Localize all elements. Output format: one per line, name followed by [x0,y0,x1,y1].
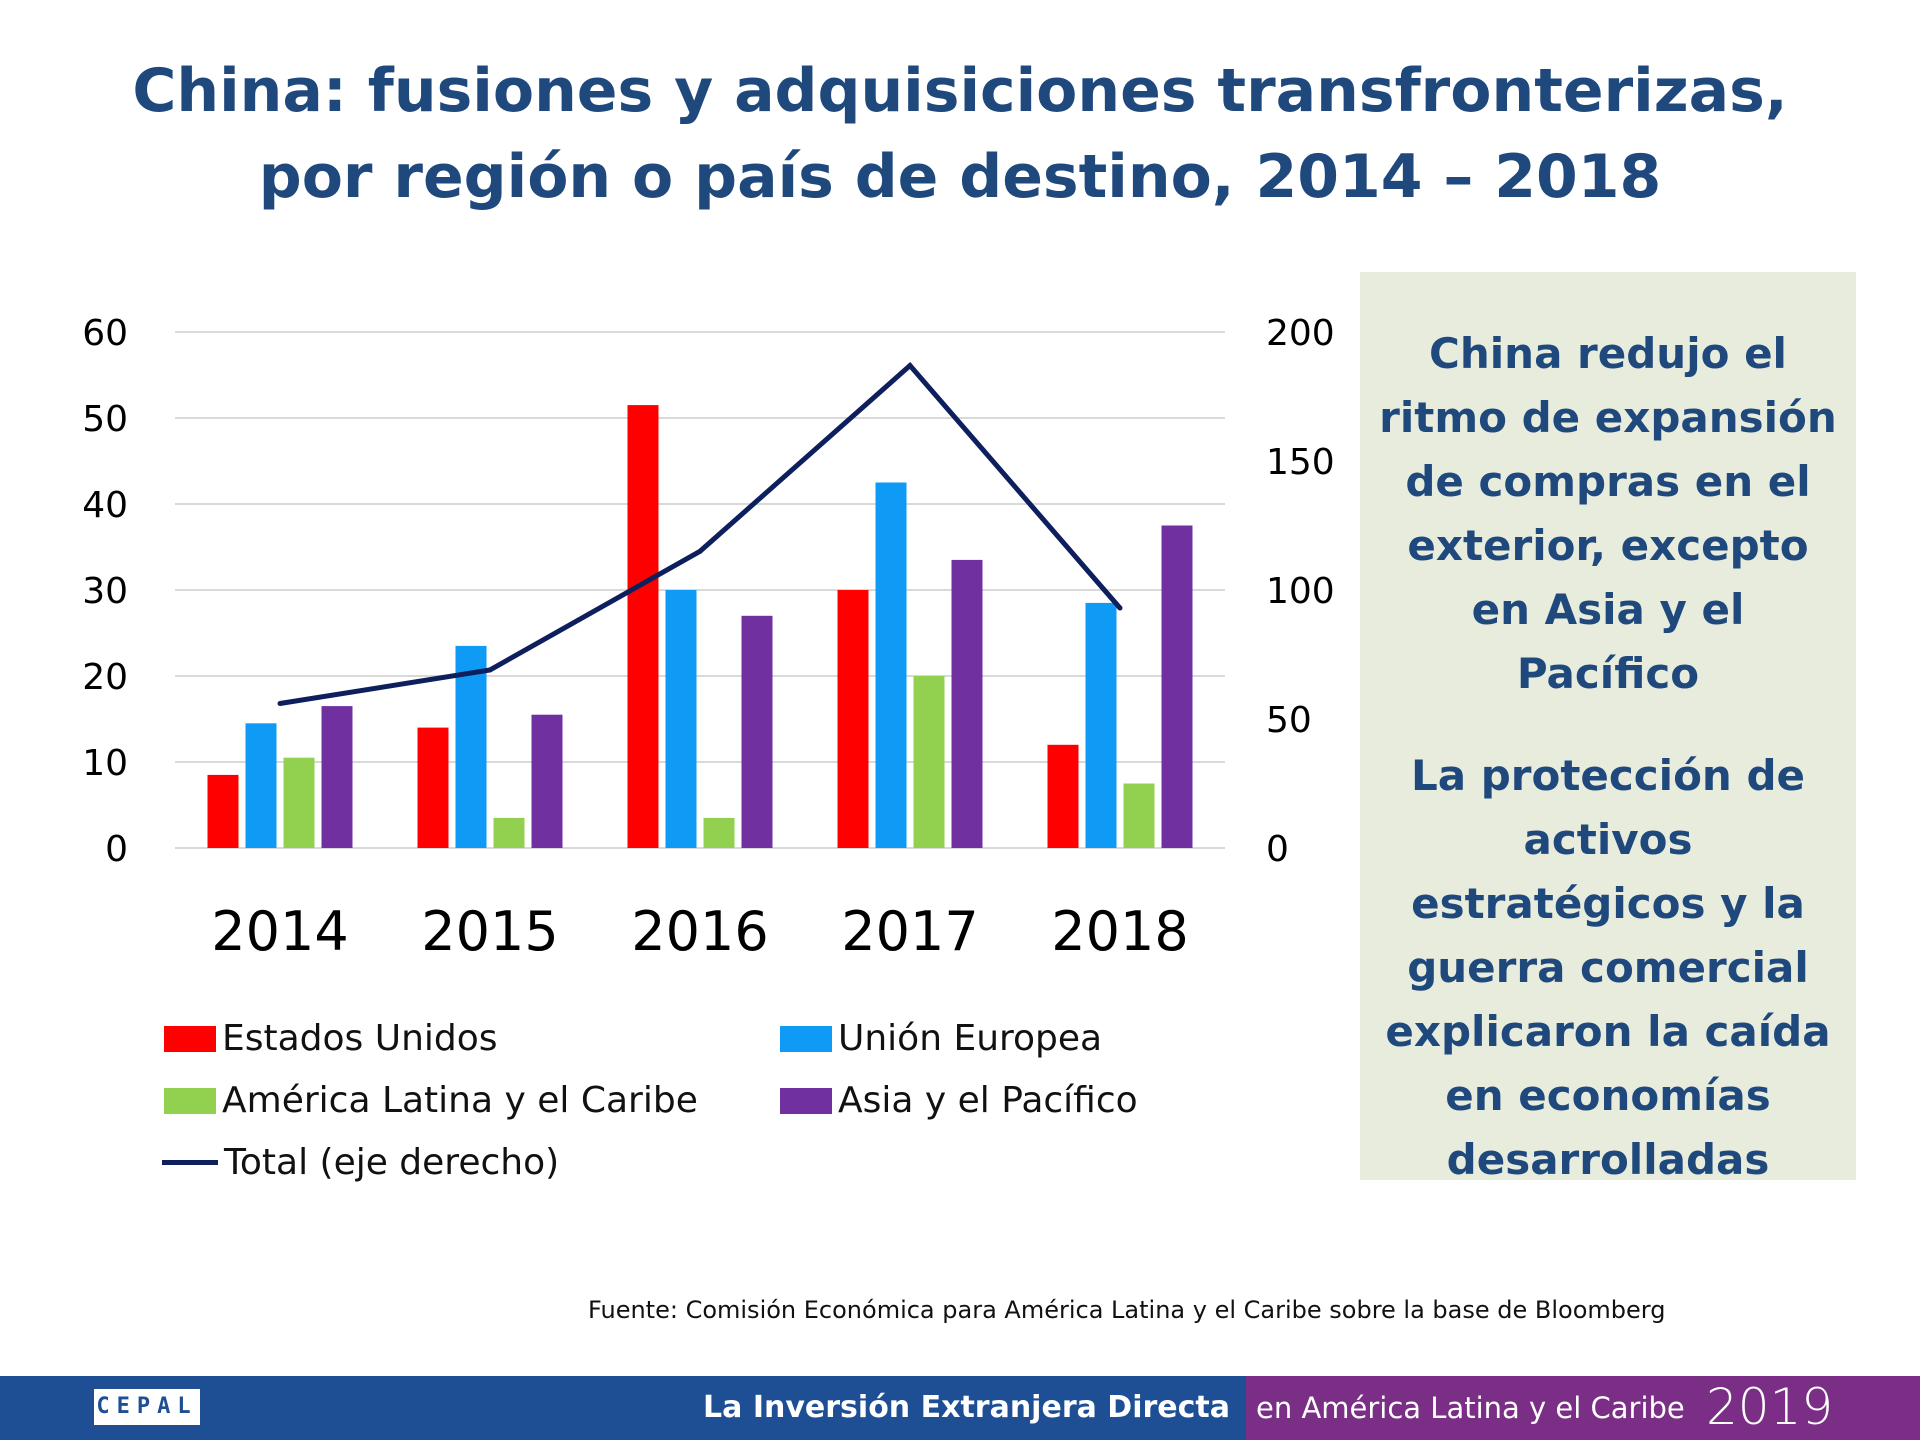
footer-title-right: en América Latina y el Caribe [1256,1391,1685,1425]
legend-swatch-estados-unidos [164,1025,216,1052]
legend-swatch-total [162,1160,218,1165]
y-axis-tick-label: 20 [82,657,128,698]
bar-america-latina-y-el-caribe-2014 [283,757,315,848]
bar-america-latina-y-el-caribe-2015 [493,817,525,848]
y2-axis-tick-label: 200 [1266,313,1335,354]
bar-asia-y-el-pacifico-2016 [741,615,773,848]
bar-america-latina-y-el-caribe-2016 [703,817,735,848]
bar-asia-y-el-pacifico-2018 [1161,525,1193,848]
legend-item-union-europea: Unión Europea [780,1018,1102,1059]
y2-axis-tick-label: 100 [1266,571,1335,612]
total-point [697,548,703,554]
legend-item-total: Total (eje derecho) [162,1142,559,1183]
y-axis-tick-label: 40 [82,485,128,526]
commentary-paragraph-1: China redujo el ritmo de expansión de co… [1379,329,1837,698]
y-axis-tick-label: 0 [105,829,128,870]
legend-item-america-latina: América Latina y el Caribe [164,1080,698,1121]
y2-axis-tick-label: 0 [1266,829,1289,870]
legend-label-america-latina: América Latina y el Caribe [222,1080,698,1121]
total-line-series [277,361,1123,707]
bars [207,405,1193,848]
commentary-box: China redujo el ritmo de expansión de co… [1360,272,1856,1184]
bar-asia-y-el-pacifico-2017 [951,559,983,848]
commentary-paragraph-2: La protección de activos estratégicos y … [1385,751,1831,1184]
slide-title-line-2: por región o país de destino, 2014 – 201… [258,142,1662,212]
bar-estados-unidos-2017 [837,590,869,848]
y-axis-tick-label: 30 [82,571,128,612]
legend-item-asia-pacifico: Asia y el Pacífico [780,1080,1138,1121]
source-note: Fuente: Comisión Económica para América … [588,1296,1666,1324]
bar-estados-unidos-2014 [207,774,239,848]
total-line [279,361,1122,706]
legend-item-estados-unidos: Estados Unidos [164,1018,498,1059]
x-axis-category-label: 2018 [1051,900,1188,963]
x-axis-category-label: 2016 [631,900,768,963]
legend-label-asia-pacifico: Asia y el Pacífico [838,1080,1138,1121]
slide-title: China: fusiones y adquisiciones transfro… [0,48,1920,220]
legend-label-union-europea: Unión Europea [838,1018,1103,1059]
bar-asia-y-el-pacifico-2015 [531,714,563,848]
left-axis-ticks: 0 10 20 30 40 50 60 [82,313,128,870]
x-axis-category-label: 2017 [841,900,978,963]
y2-axis-tick-label: 50 [1266,700,1312,741]
footer-band-left [0,1376,1246,1440]
right-axis-ticks: 0 50 100 150 200 [1266,313,1335,870]
legend-swatch-asia-pacifico [780,1087,832,1114]
y-axis-tick-label: 50 [82,399,128,440]
bar-estados-unidos-2015 [417,727,449,848]
legend-label-estados-unidos: Estados Unidos [222,1018,498,1059]
slide-title-line-1: China: fusiones y adquisiciones transfro… [132,56,1788,126]
total-point [1117,605,1123,611]
total-point [487,667,493,673]
bar-america-latina-y-el-caribe-2017 [913,676,945,848]
x-axis-category-label: 2014 [211,900,348,963]
y2-axis-tick-label: 150 [1266,442,1335,483]
chart-legend: Estados Unidos Unión Europea América Lat… [160,1018,1160,1218]
bar-america-latina-y-el-caribe-2018 [1123,783,1155,848]
bar-union-europea-2015 [455,645,487,848]
bar-estados-unidos-2016 [627,405,659,848]
bar-union-europea-2017 [875,482,907,848]
total-point [277,701,283,707]
footer-band-right [1246,1376,1920,1440]
bar-estados-unidos-2018 [1047,744,1079,848]
footer-year: 2019 [1706,1378,1834,1436]
cepal-logo: CEPAL [92,1387,202,1427]
bar-union-europea-2018 [1085,602,1117,848]
legend-swatch-america-latina [164,1087,216,1114]
category-labels: 2014 2015 2016 2017 2018 [211,900,1188,963]
x-axis-category-label: 2015 [421,900,558,963]
total-point [907,363,913,369]
legend-swatch-union-europea [780,1025,832,1052]
legend-label-total: Total (eje derecho) [224,1142,560,1183]
bar-asia-y-el-pacifico-2014 [321,706,353,848]
bar-union-europea-2016 [665,590,697,848]
footer-title-left: La Inversión Extranjera Directa [703,1390,1230,1425]
bar-union-europea-2014 [245,723,277,848]
y-axis-tick-label: 10 [82,743,128,784]
y-axis-tick-label: 60 [82,313,128,354]
